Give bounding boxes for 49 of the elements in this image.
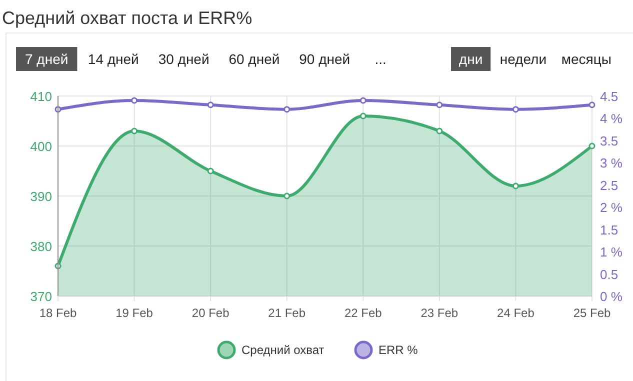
point bbox=[360, 97, 366, 104]
point bbox=[131, 97, 138, 104]
text: месяцы bbox=[561, 51, 612, 67]
point bbox=[131, 128, 138, 134]
y-tick-label: 380 bbox=[30, 239, 52, 254]
x-tick-label: 23 Feb bbox=[420, 306, 458, 320]
x-tick-label: 20 Feb bbox=[192, 306, 230, 320]
point bbox=[436, 102, 443, 108]
point bbox=[360, 112, 366, 120]
chart-title: Средний охват поста и ERR% bbox=[2, 8, 252, 28]
y-tick-label: 410 bbox=[30, 89, 52, 104]
point bbox=[588, 142, 596, 150]
legend-label: Средний охват bbox=[242, 343, 325, 357]
y2-tick-label: 3 % bbox=[600, 156, 623, 171]
x-tick-label: 22 Feb bbox=[344, 306, 382, 320]
text: 14 дней bbox=[88, 51, 139, 67]
y2-tick-label: 1.5 bbox=[600, 222, 618, 238]
y2-tick-label: 0 % bbox=[600, 289, 623, 304]
x-tick-label: 25 Feb bbox=[573, 306, 612, 320]
x-tick-label: 21 Feb bbox=[268, 306, 306, 320]
x-tick-label: 24 Feb bbox=[497, 306, 535, 320]
text: ... bbox=[374, 51, 386, 67]
y-tick-label: 400 bbox=[30, 139, 52, 154]
point bbox=[436, 128, 443, 134]
point bbox=[207, 168, 214, 174]
y2-tick-label: 0.5 bbox=[600, 266, 618, 282]
text: 60 дней bbox=[228, 51, 280, 67]
point bbox=[512, 106, 519, 113]
text: 90 дней bbox=[299, 51, 350, 67]
y2-tick-label: 2.5 bbox=[600, 178, 618, 193]
x-tick-label: 18 Feb bbox=[39, 306, 78, 320]
y2-tick-label: 4.5 bbox=[600, 89, 618, 104]
y2-tick-label: 1 % bbox=[600, 244, 623, 260]
legend-label: ERR % bbox=[378, 343, 418, 357]
text: дни bbox=[458, 51, 483, 67]
y2-tick-label: 2 % bbox=[600, 200, 623, 216]
y2-tick-label: 4 % bbox=[600, 111, 623, 126]
text: недели bbox=[500, 51, 547, 67]
point bbox=[284, 106, 290, 113]
point bbox=[207, 102, 214, 108]
point bbox=[512, 182, 519, 190]
x-tick-label: 19 Feb bbox=[116, 306, 154, 320]
y2-tick-label: 3.5 bbox=[600, 133, 618, 148]
y-tick-label: 390 bbox=[30, 189, 52, 204]
point bbox=[588, 102, 596, 108]
y-tick-label: 370 bbox=[30, 289, 52, 304]
point bbox=[284, 192, 290, 200]
text: 30 дней bbox=[158, 51, 210, 67]
text: 7 дней bbox=[25, 51, 68, 67]
